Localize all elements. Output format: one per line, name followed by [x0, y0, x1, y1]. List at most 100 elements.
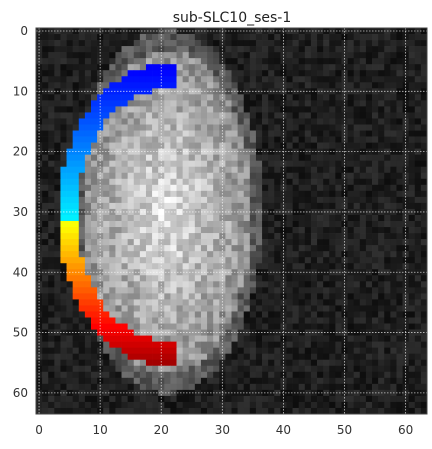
image-pixel	[243, 221, 251, 228]
image-pixel	[133, 281, 141, 288]
image-pixel	[176, 130, 183, 137]
image-pixel	[207, 377, 214, 385]
image-pixel	[225, 94, 232, 101]
image-pixel	[109, 58, 116, 65]
image-pixel	[176, 281, 183, 288]
image-pixel	[115, 239, 122, 246]
image-pixel	[359, 233, 367, 240]
image-pixel	[78, 233, 86, 240]
image-pixel	[115, 317, 122, 324]
image-pixel	[359, 383, 367, 391]
image-pixel	[115, 227, 122, 234]
image-pixel	[152, 275, 159, 282]
image-pixel	[72, 227, 80, 234]
image-pixel	[414, 335, 422, 342]
image-pixel	[298, 359, 306, 367]
image-pixel	[414, 233, 422, 240]
image-pixel	[145, 154, 153, 162]
image-pixel	[176, 341, 183, 349]
image-pixel	[378, 142, 385, 149]
image-pixel	[78, 395, 86, 403]
image-pixel	[304, 389, 312, 397]
image-pixel	[90, 401, 98, 409]
image-pixel	[133, 365, 141, 373]
image-pixel	[268, 371, 275, 379]
image-pixel	[170, 227, 177, 234]
image-pixel	[249, 130, 257, 137]
image-pixel	[390, 323, 397, 330]
image-pixel	[78, 293, 86, 300]
image-pixel	[372, 395, 379, 403]
image-pixel	[194, 227, 202, 234]
image-pixel	[42, 311, 49, 318]
image-pixel	[335, 136, 342, 143]
image-pixel	[292, 257, 300, 264]
image-pixel	[323, 34, 330, 41]
image-pixel	[54, 323, 61, 330]
image-pixel	[121, 76, 128, 83]
image-pixel	[194, 407, 202, 415]
image-pixel	[274, 214, 281, 222]
image-pixel	[280, 371, 287, 379]
image-pixel	[213, 299, 220, 306]
image-pixel	[225, 335, 232, 342]
image-pixel	[420, 365, 428, 373]
image-pixel	[249, 118, 257, 125]
image-pixel	[317, 239, 324, 246]
image-pixel	[158, 353, 165, 361]
image-pixel	[133, 178, 141, 186]
image-pixel	[78, 130, 86, 137]
image-pixel	[329, 269, 336, 276]
image-pixel	[115, 269, 122, 276]
image-pixel	[176, 106, 183, 113]
image-pixel	[188, 166, 196, 174]
image-pixel	[280, 395, 287, 403]
image-pixel	[219, 323, 226, 330]
image-pixel	[310, 40, 318, 47]
image-pixel	[194, 287, 202, 294]
image-pixel	[274, 317, 281, 324]
image-pixel	[72, 401, 80, 409]
image-pixel	[249, 106, 257, 113]
image-pixel	[231, 112, 238, 119]
image-pixel	[359, 58, 367, 65]
image-pixel	[90, 359, 98, 367]
image-pixel	[42, 281, 49, 288]
image-pixel	[36, 335, 43, 342]
image-pixel	[384, 323, 391, 330]
image-pixel	[329, 353, 336, 361]
image-pixel	[237, 184, 245, 192]
image-pixel	[115, 329, 122, 336]
image-pixel	[72, 52, 80, 59]
image-pixel	[54, 82, 61, 89]
image-pixel	[170, 335, 177, 342]
image-pixel	[78, 112, 86, 119]
image-pixel	[48, 154, 55, 162]
image-pixel	[329, 371, 336, 379]
image-pixel	[145, 257, 153, 264]
image-pixel	[97, 353, 104, 361]
image-pixel	[200, 178, 208, 186]
image-pixel	[54, 124, 61, 131]
image-pixel	[225, 58, 232, 65]
image-pixel	[304, 34, 312, 41]
image-pixel	[213, 305, 220, 312]
image-pixel	[255, 293, 263, 300]
image-pixel	[390, 142, 397, 149]
image-pixel	[292, 239, 300, 246]
image-pixel	[390, 64, 397, 71]
image-pixel	[286, 88, 293, 95]
image-pixel	[396, 76, 403, 83]
image-pixel	[200, 257, 208, 264]
image-pixel	[97, 311, 104, 318]
image-pixel	[36, 407, 43, 415]
image-pixel	[347, 287, 355, 294]
image-pixel	[408, 64, 416, 71]
image-pixel	[158, 335, 165, 342]
image-pixel	[60, 317, 67, 324]
image-pixel	[194, 221, 202, 228]
image-pixel	[255, 335, 263, 342]
image-pixel	[292, 196, 300, 204]
image-pixel	[310, 28, 318, 35]
image-pixel	[298, 251, 306, 258]
